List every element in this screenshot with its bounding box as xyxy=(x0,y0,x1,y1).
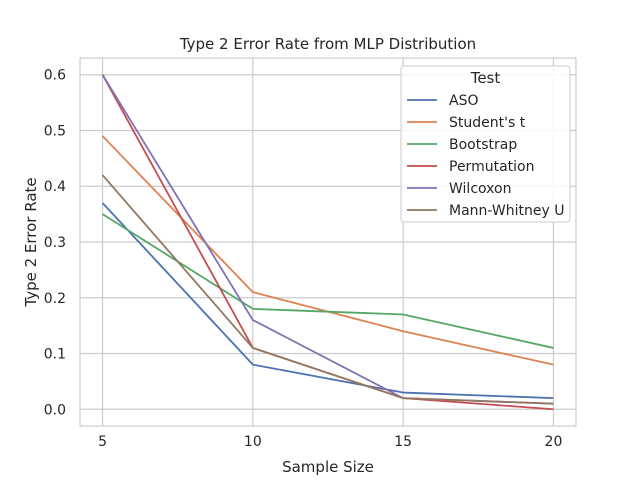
x-axis-label: Sample Size xyxy=(282,458,374,476)
legend-label: Wilcoxon xyxy=(449,181,511,197)
x-tick-label: 10 xyxy=(244,434,262,450)
y-tick-label: 0.4 xyxy=(44,179,66,195)
legend: Test ASO Student's t Bootstrap Permutation Wi… xyxy=(400,65,571,223)
y-tick-label: 0.2 xyxy=(44,291,66,307)
legend-label: Student's t xyxy=(449,115,526,131)
chart-title: Type 2 Error Rate from MLP Distribution xyxy=(179,35,476,53)
series-line xyxy=(101,202,554,400)
legend-label: Bootstrap xyxy=(449,137,517,153)
series-line xyxy=(101,174,554,405)
legend-label: Permutation xyxy=(449,159,534,175)
y-tick-label: 0.5 xyxy=(44,123,66,139)
y-tick-label: 0.1 xyxy=(44,347,66,363)
series-line xyxy=(102,213,554,349)
y-tick-label: 0.3 xyxy=(44,235,66,251)
legend-title: Test xyxy=(470,69,501,87)
y-tick-label: 0.0 xyxy=(44,402,66,418)
x-tick-label: 5 xyxy=(98,434,107,450)
plot-frame xyxy=(79,57,577,427)
legend-label: Mann-Whitney U xyxy=(449,203,564,219)
x-tick-label: 20 xyxy=(545,434,563,450)
x-tick-label: 15 xyxy=(394,434,412,450)
y-tick-label: 0.6 xyxy=(44,68,66,84)
legend-label: ASO xyxy=(449,93,478,109)
legend-box xyxy=(400,65,571,223)
y-axis-label: Type 2 Error Rate xyxy=(22,177,40,307)
plot-area: 5 10 15 20 0.0 0.1 0.2 0.3 0.4 0.5 0.6 xyxy=(44,57,577,450)
